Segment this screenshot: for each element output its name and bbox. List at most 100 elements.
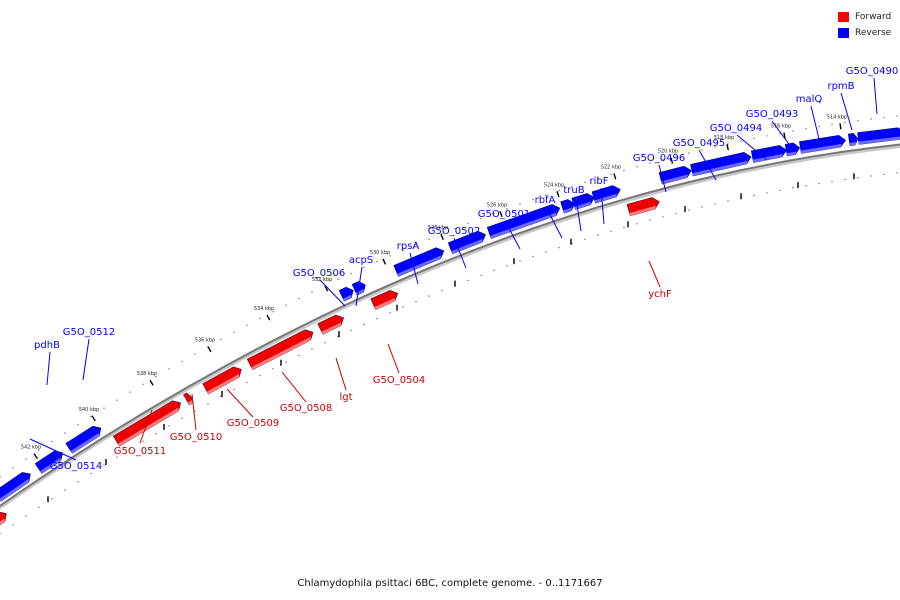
gene-label-G5O_0504[interactable]: G5O_0504 xyxy=(373,375,425,386)
genome-backbone xyxy=(0,143,900,508)
guide-dot xyxy=(857,177,859,179)
guide-dot xyxy=(480,217,482,220)
gene-label-G5O_0514[interactable]: G5O_0514 xyxy=(50,461,102,472)
legend-reverse[interactable]: Reverse xyxy=(838,25,891,41)
gene-label-lgt[interactable]: lgt xyxy=(339,392,352,403)
gene-label-ribF[interactable]: ribF xyxy=(590,176,609,187)
tick-line xyxy=(266,314,271,321)
gene-arrow-rbfA[interactable] xyxy=(560,198,576,214)
gene-label-G5O_0490[interactable]: G5O_0490 xyxy=(846,66,898,77)
gene-arrow-G5O_0510[interactable] xyxy=(183,392,194,406)
guide-dot xyxy=(623,169,625,172)
leader-line xyxy=(409,252,419,285)
reverse-swatch xyxy=(838,28,849,38)
guide-dot xyxy=(883,173,885,176)
gene-arrow-ribF[interactable] xyxy=(591,184,622,204)
gene-label-G5O_0510[interactable]: G5O_0510 xyxy=(170,432,222,443)
guide-dot xyxy=(753,137,755,140)
gene-label-G5O_0508[interactable]: G5O_0508 xyxy=(280,403,332,414)
tick-mark xyxy=(613,173,617,180)
tick-line xyxy=(149,379,154,386)
leader-line xyxy=(504,220,521,250)
gene-arrow-G5O_0506[interactable] xyxy=(338,285,356,302)
gene-label-G5O_0493[interactable]: G5O_0493 xyxy=(746,109,798,120)
gene-arrow-G5O_0508[interactable] xyxy=(246,327,316,371)
gene-arrow-G5O_0494[interactable] xyxy=(750,144,788,163)
guide-dot xyxy=(389,255,391,257)
gene-label-G5O_0496[interactable]: G5O_0496 xyxy=(633,153,685,164)
guide-dot xyxy=(779,189,781,192)
guide-dot xyxy=(805,128,807,130)
gene-label-G5O_0509[interactable]: G5O_0509 xyxy=(227,418,279,429)
gene-label-G5O_0511[interactable]: G5O_0511 xyxy=(114,446,166,457)
gene-label-malQ[interactable]: malQ xyxy=(796,94,823,105)
guide-dot xyxy=(532,255,534,258)
leader-line xyxy=(810,105,820,140)
gene-label-G5O_0494[interactable]: G5O_0494 xyxy=(710,123,762,134)
tick-label: 530 kbp xyxy=(370,250,390,256)
gene-shade xyxy=(594,193,617,204)
gene-label-pdhB[interactable]: pdhB xyxy=(34,340,60,351)
gene-shade xyxy=(661,174,688,185)
legend-reverse-label: Reverse xyxy=(855,28,892,38)
gene-label-truB[interactable]: truB xyxy=(563,185,584,196)
guide-dot xyxy=(311,291,313,293)
guide-dot xyxy=(896,115,898,117)
guide-dot xyxy=(584,181,586,183)
leader-line xyxy=(771,120,795,152)
gene-arrow-G5O_0514[interactable] xyxy=(0,469,34,502)
gene-arrow-malQ[interactable] xyxy=(799,134,846,154)
guide-dot xyxy=(597,234,599,236)
guide-dot xyxy=(363,266,365,269)
gene-arrow-rpmB[interactable] xyxy=(847,133,859,147)
gene-arrow-lgt[interactable] xyxy=(317,312,347,335)
gene-label-G5O_0501[interactable]: G5O_0501 xyxy=(478,209,530,220)
gene-arrow-ychF[interactable] xyxy=(626,196,661,217)
tick-mark xyxy=(207,346,212,353)
gene-label-G5O_0495[interactable]: G5O_0495 xyxy=(673,138,725,149)
gene-label-G5O_0512[interactable]: G5O_0512 xyxy=(63,327,115,338)
gene-label-rpsA[interactable]: rpsA xyxy=(397,241,420,252)
guide-dot xyxy=(181,417,183,420)
gene-arrow-G5O_0501[interactable] xyxy=(486,202,562,239)
gene-shade xyxy=(0,478,29,502)
legend-forward[interactable]: Forward xyxy=(838,9,891,25)
gene-arrow-G5O_0495[interactable] xyxy=(690,151,752,177)
guide-dot xyxy=(402,306,404,308)
guide-dot xyxy=(25,458,27,460)
tick-line xyxy=(440,233,444,241)
gene-label-rpmB[interactable]: rpmB xyxy=(827,81,854,92)
gene-arrow-G5O_0504[interactable] xyxy=(370,288,401,311)
guide-dot xyxy=(766,192,768,194)
leader-line xyxy=(82,338,90,381)
gene-label-acpS[interactable]: acpS xyxy=(349,255,373,266)
tick-label: 526 kbp xyxy=(487,202,507,208)
guide-dot xyxy=(688,209,690,211)
guide-dot xyxy=(584,238,586,240)
gene-label-ychF[interactable]: ychF xyxy=(648,289,672,300)
gene-label-G5O_0502[interactable]: G5O_0502 xyxy=(428,226,480,237)
gene-arrow-G5O_0515[interactable] xyxy=(0,508,10,529)
gene-arrow-G5O_0490[interactable] xyxy=(857,127,900,145)
guide-dot xyxy=(675,212,677,215)
tick-line xyxy=(670,157,674,164)
guide-dot xyxy=(207,403,209,405)
guide-dot xyxy=(51,497,53,500)
guide-dot xyxy=(272,311,274,313)
guide-dot xyxy=(415,243,417,246)
gene-arrow-G5O_0509[interactable] xyxy=(202,364,245,395)
guide-dot xyxy=(649,162,651,164)
gene-arrow-G5O_0514[interactable] xyxy=(34,448,66,474)
tick-line xyxy=(324,285,329,292)
gene-shade xyxy=(849,141,857,146)
gene-label-G5O_0506[interactable]: G5O_0506 xyxy=(293,268,345,279)
gene-label-rbfA[interactable]: rbfA xyxy=(535,195,556,206)
guide-dot xyxy=(454,227,456,230)
guide-dot xyxy=(38,449,40,451)
legend-forward-label: Forward xyxy=(855,12,892,22)
guide-dot xyxy=(77,424,79,426)
gene-arrow-rpsA[interactable] xyxy=(393,245,447,277)
tick-label: 522 kbp xyxy=(601,164,621,170)
gene-arrow-pdhB[interactable] xyxy=(65,423,104,454)
gene-arrow-G5O_0496[interactable] xyxy=(658,165,693,185)
